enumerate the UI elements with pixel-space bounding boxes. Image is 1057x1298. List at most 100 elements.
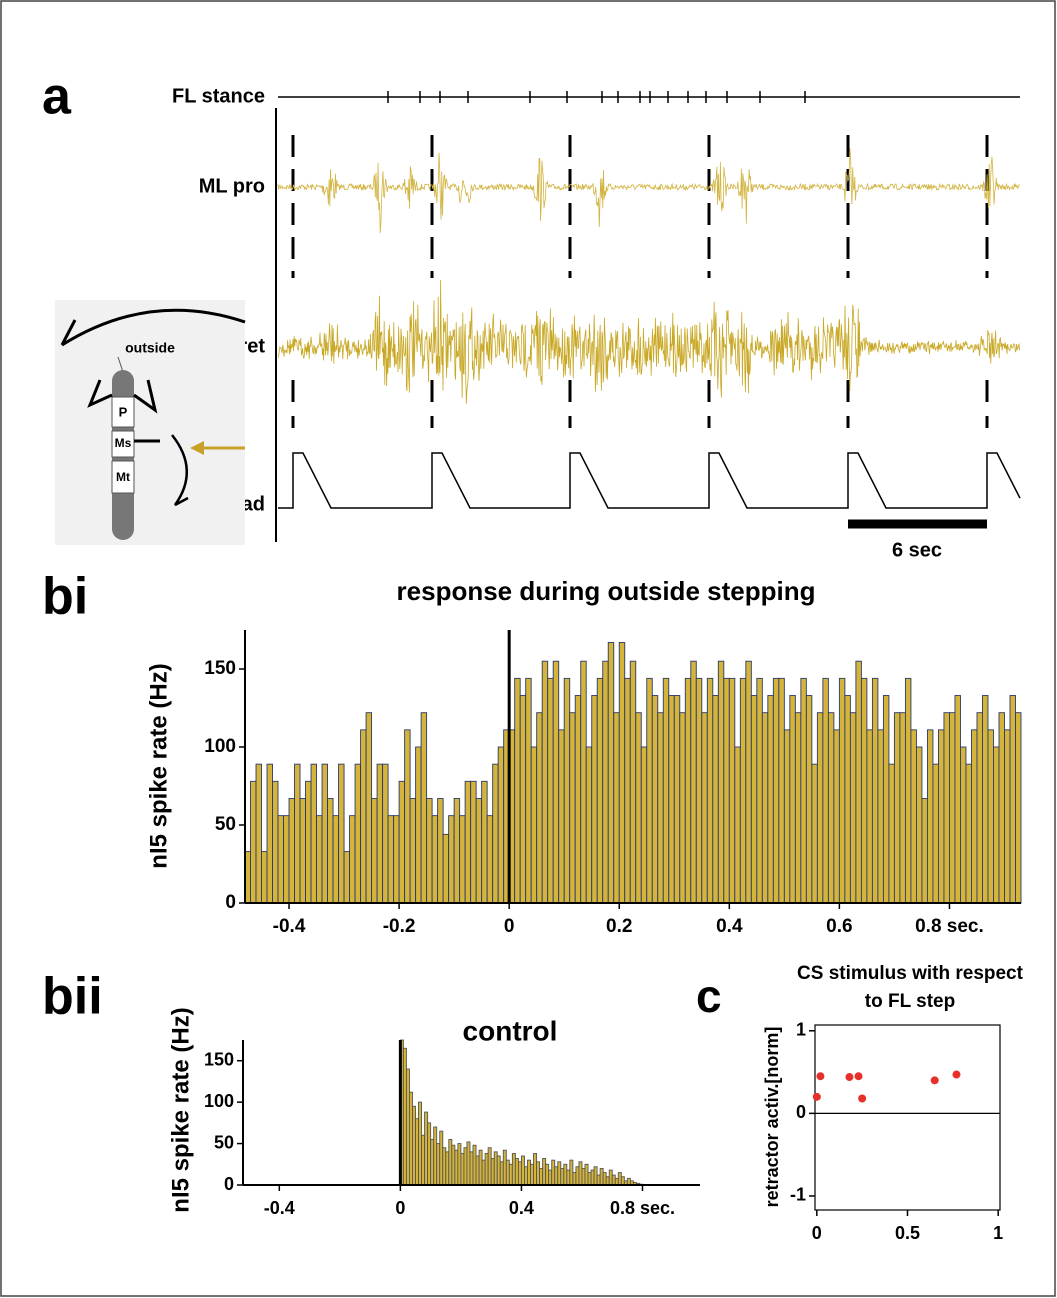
bar	[485, 1154, 488, 1185]
x-tick-label: 0.2	[606, 916, 632, 937]
bar	[674, 696, 680, 903]
y-tick-label: 100	[204, 1091, 234, 1111]
bar	[537, 713, 543, 903]
panel-label: bi	[42, 568, 88, 626]
inset-label: outside	[125, 340, 175, 356]
y-tick-label: 50	[214, 1132, 234, 1152]
bar	[534, 1154, 537, 1185]
point	[855, 1072, 863, 1080]
bar	[524, 1167, 527, 1185]
bar	[630, 661, 636, 903]
bar	[570, 1160, 573, 1185]
bar	[564, 678, 570, 903]
bar	[515, 1158, 518, 1185]
point	[816, 1072, 824, 1080]
bar	[663, 678, 669, 903]
bar	[801, 678, 807, 903]
bar	[361, 730, 367, 903]
bar	[549, 1170, 552, 1185]
bar	[333, 816, 339, 903]
bar	[434, 1127, 437, 1185]
panel-label: bii	[42, 968, 103, 1026]
bar	[482, 1160, 485, 1185]
bar	[806, 696, 812, 903]
bar	[443, 1148, 446, 1185]
bar	[455, 1150, 458, 1185]
panel-label: c	[696, 970, 722, 1022]
chart-title: response during outside stepping	[397, 576, 816, 606]
x-tick-label: 1	[993, 1223, 1003, 1243]
x-tick-label: 0.4	[509, 1198, 534, 1218]
bar	[460, 816, 466, 903]
bar	[488, 1148, 491, 1185]
bar	[421, 713, 427, 903]
x-tick-label: -0.4	[273, 916, 306, 937]
bar	[619, 642, 625, 903]
bar	[419, 1102, 422, 1185]
leg-schematic: outside P Ms Mt	[55, 300, 245, 545]
bar	[971, 730, 977, 903]
bar	[614, 713, 620, 903]
bar	[256, 764, 262, 903]
point	[858, 1095, 866, 1103]
bar	[949, 713, 955, 903]
bar	[795, 713, 801, 903]
bar	[339, 764, 345, 903]
bar	[531, 747, 537, 903]
bar	[512, 1154, 515, 1185]
bar	[284, 816, 290, 903]
bar	[652, 696, 658, 903]
bar	[878, 730, 884, 903]
bar	[883, 696, 889, 903]
x-tick-label: 0	[395, 1198, 405, 1218]
bar	[506, 1160, 509, 1185]
bar	[406, 1069, 409, 1185]
bar	[278, 816, 284, 903]
bar	[487, 816, 493, 903]
scale-bar-label: 6 sec	[892, 539, 942, 561]
bar	[553, 661, 559, 903]
bar	[537, 1162, 540, 1185]
bar	[603, 1173, 606, 1185]
bar	[300, 798, 306, 903]
bar	[1010, 696, 1016, 903]
bar	[625, 678, 631, 903]
point	[952, 1071, 960, 1079]
bar	[425, 1112, 428, 1185]
x-tick-label: 0.6	[826, 916, 852, 937]
bar	[751, 696, 757, 903]
bar	[454, 798, 460, 903]
y-tick-label: 0	[224, 1174, 234, 1194]
bar	[394, 816, 400, 903]
bar	[608, 642, 614, 903]
bar	[735, 747, 741, 903]
bar	[680, 713, 686, 903]
bar	[702, 713, 708, 903]
bar	[579, 1162, 582, 1185]
bar	[669, 696, 675, 903]
bar	[531, 1164, 534, 1185]
bar	[518, 1162, 521, 1185]
bar	[872, 678, 878, 903]
bar	[834, 730, 840, 903]
y-tick-label: 50	[215, 814, 236, 835]
y-tick-label: 150	[204, 1049, 234, 1069]
bar	[449, 816, 455, 903]
y-tick-label: -1	[790, 1185, 806, 1205]
y-axis-label: nI5 spike rate (Hz)	[145, 663, 172, 868]
bar	[567, 1170, 570, 1185]
y-tick-label: 150	[204, 658, 236, 679]
bar	[465, 781, 471, 903]
bar	[409, 1092, 412, 1185]
bar	[458, 1144, 461, 1185]
bar	[552, 1160, 555, 1185]
bar	[317, 816, 323, 903]
bar	[471, 781, 477, 903]
bar	[762, 713, 768, 903]
bar	[494, 1152, 497, 1185]
bar	[1004, 730, 1010, 903]
bar	[636, 713, 642, 903]
bar	[527, 1160, 530, 1185]
bar	[493, 764, 499, 903]
